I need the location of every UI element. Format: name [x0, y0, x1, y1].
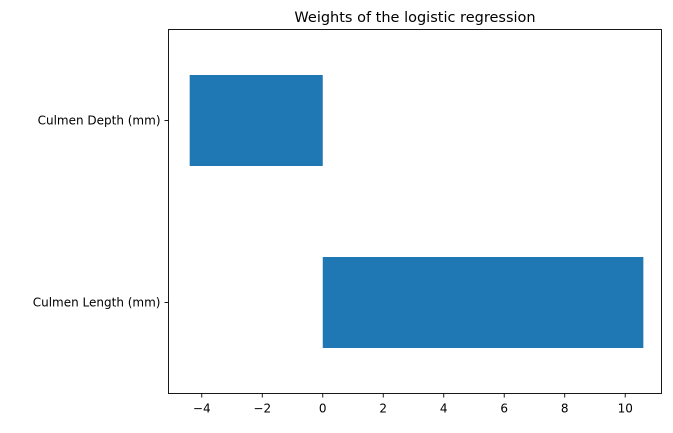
y-axis: Culmen Length (mm) Culmen Depth (mm): [33, 114, 169, 310]
x-tick-label-0: −4: [193, 402, 211, 416]
x-tick-label-1: −2: [253, 402, 271, 416]
plot-frame: [168, 29, 662, 394]
x-tick-label-7: 10: [618, 402, 633, 416]
x-axis: −4 −2 0 2 4 6 8 10: [193, 393, 633, 416]
x-tick-label-3: 2: [379, 402, 387, 416]
bars-group: [189, 75, 644, 348]
x-tick-label-4: 4: [440, 402, 448, 416]
x-tick-label-2: 0: [319, 402, 327, 416]
bar-1: [189, 75, 323, 166]
chart-title: Weights of the logistic regression: [294, 10, 535, 26]
y-tick-label-1: Culmen Depth (mm): [38, 114, 161, 128]
y-tick-label-0: Culmen Length (mm): [33, 296, 161, 310]
x-tick-label-6: 8: [561, 402, 569, 416]
bar-0: [322, 257, 644, 348]
x-tick-label-5: 6: [500, 402, 508, 416]
